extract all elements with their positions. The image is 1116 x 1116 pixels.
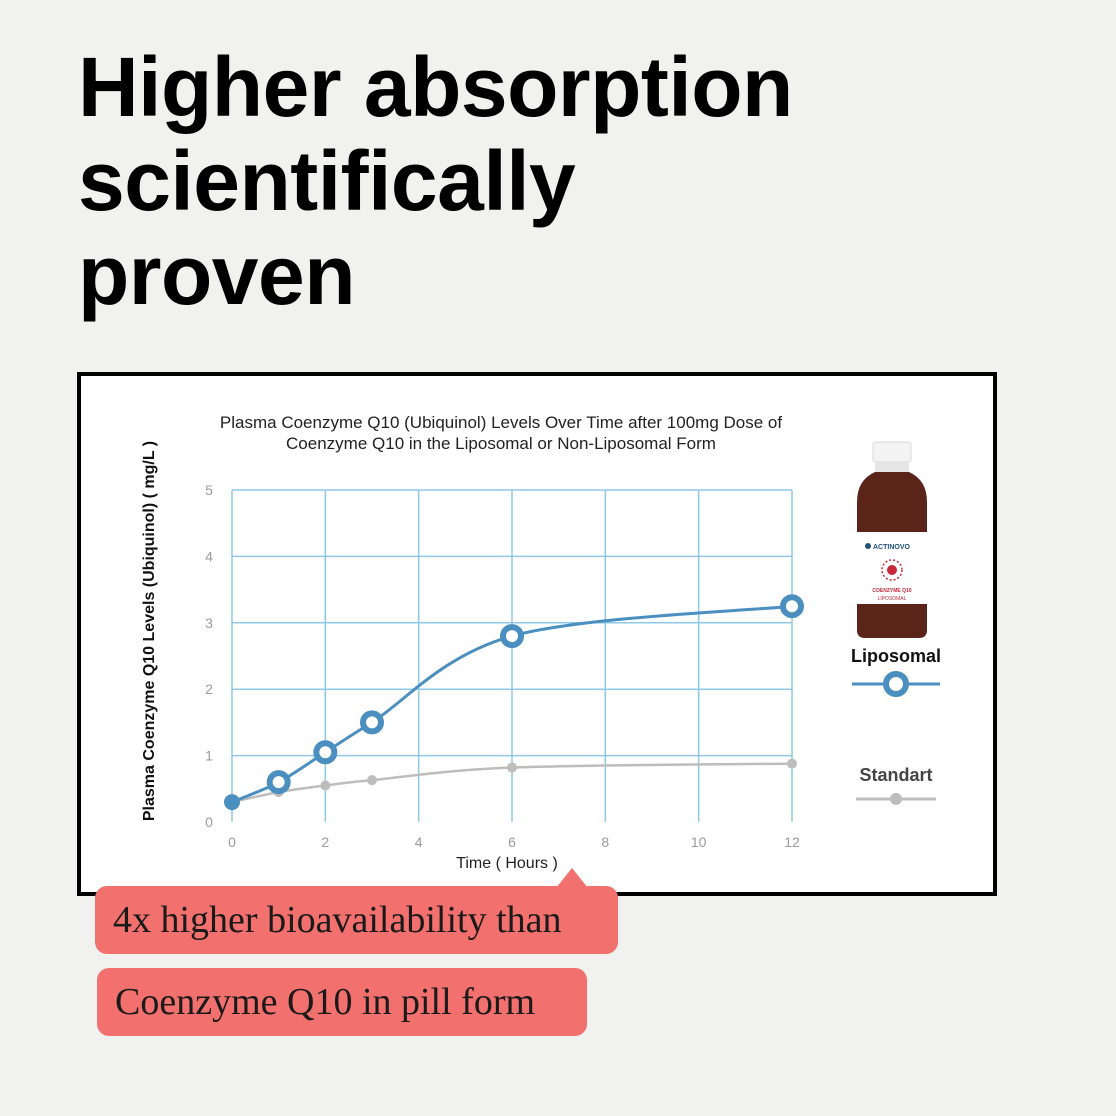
x-tick-label: 6 (508, 834, 516, 850)
standart-point (787, 758, 797, 769)
legend-label-liposomal: Liposomal (851, 646, 941, 666)
product-brand: ACTINOVO (873, 544, 911, 551)
liposomal-point (360, 710, 384, 735)
product-bottle-image: ACTINOVO COENZYME Q10 LIPOSOMAL (857, 441, 927, 638)
x-axis-label: Time ( Hours ) (456, 855, 558, 872)
headline-line-3: proven (78, 228, 356, 322)
pill-form-callout: Coenzyme Q10 in pill form (97, 968, 587, 1036)
headline-line-1: Higher absorption (78, 40, 793, 134)
liposomal-point (266, 770, 291, 795)
bioavailability-callout: 4x higher bioavailability than (95, 886, 618, 954)
legend-label-standart: Standart (859, 765, 932, 785)
x-tick-label: 10 (691, 834, 707, 850)
standart-point (367, 775, 377, 786)
headline-line-2: scientifically (78, 134, 576, 228)
y-tick-label: 4 (205, 548, 213, 564)
x-tick-label: 8 (601, 834, 609, 850)
y-axis-label: Plasma Coenzyme Q10 Levels (Ubiquinol) (… (141, 441, 158, 821)
chart-title: Plasma Coenzyme Q10 (Ubiquinol) Levels O… (220, 413, 782, 432)
chart-card: 0 2 4 6 8 10 12 0 1 2 3 4 5 Plasma Coenzyme Q10 (Ubi… (77, 372, 997, 896)
legend: Liposomal Standart (851, 646, 941, 805)
y-tick-label: 5 (205, 482, 213, 498)
liposomal-point (500, 624, 524, 649)
x-tick-label: 4 (415, 834, 423, 850)
product-sublabel: LIPOSOMAL (878, 596, 907, 602)
product-hex-icon (881, 559, 903, 581)
liposomal-point (313, 740, 338, 765)
legend-marker-standart (890, 793, 902, 805)
y-tick-label: 0 (205, 814, 213, 830)
liposomal-point (224, 794, 240, 811)
legend-marker-liposomal (883, 671, 909, 697)
x-tick-label: 0 (228, 834, 236, 850)
x-tick-label: 2 (321, 834, 329, 850)
headline: Higher absorption scientifically proven (78, 40, 1078, 322)
product-label: COENZYME Q10 (872, 588, 911, 594)
callout-pointer (556, 868, 588, 888)
y-tick-label: 2 (205, 681, 213, 697)
standart-point (507, 762, 517, 773)
y-tick-label: 1 (205, 748, 213, 764)
x-tick-label: 12 (784, 834, 800, 850)
standart-point (320, 780, 331, 791)
liposomal-point (780, 594, 804, 619)
chart-subtitle: Coenzyme Q10 in the Liposomal or Non-Lip… (286, 434, 716, 453)
y-tick-label: 3 (205, 615, 213, 631)
